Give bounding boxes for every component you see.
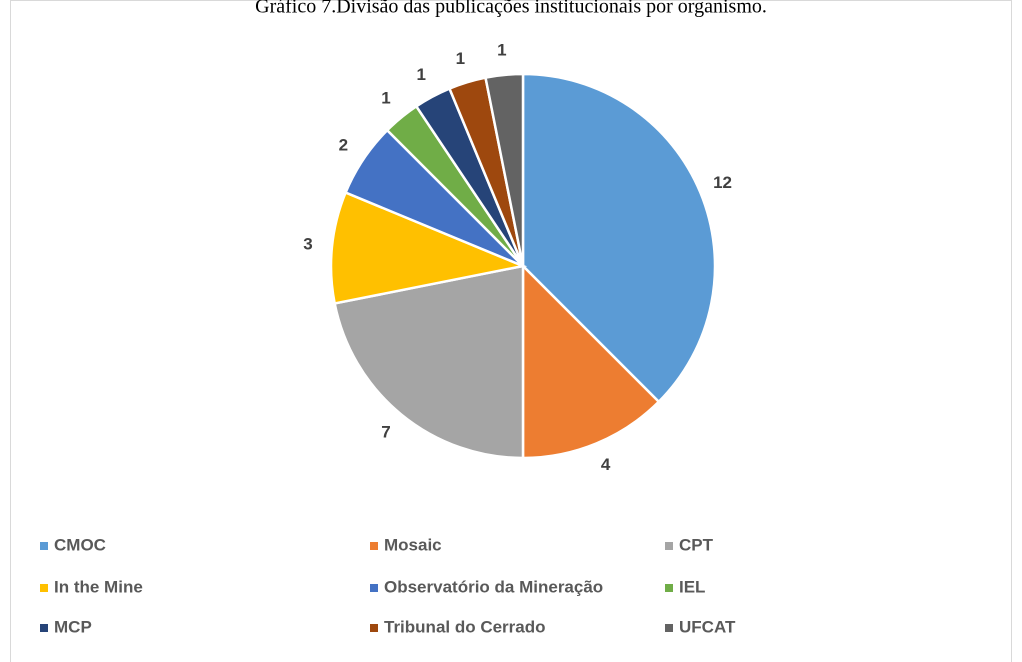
legend-swatch xyxy=(370,624,378,632)
pie-slice xyxy=(333,264,525,460)
legend-swatch xyxy=(40,624,48,632)
chart-title: Gráfico 7.Divisão das publicações instit… xyxy=(255,0,767,18)
data-label: 4 xyxy=(601,455,611,474)
legend-label: In the Mine xyxy=(54,577,143,596)
legend-swatch xyxy=(370,542,378,550)
legend-swatch xyxy=(665,584,673,592)
data-label: 3 xyxy=(303,234,312,253)
data-label: 2 xyxy=(339,135,348,154)
legend-label: Tribunal do Cerrado xyxy=(384,617,546,636)
legend-swatch xyxy=(40,584,48,592)
data-label: 1 xyxy=(497,41,506,60)
legend-label: Mosaic xyxy=(384,535,442,554)
legend-label: CMOC xyxy=(54,535,106,554)
data-label: 12 xyxy=(713,173,732,192)
legend-label: MCP xyxy=(54,617,92,636)
data-label: 1 xyxy=(456,49,465,68)
legend-label: IEL xyxy=(679,577,705,596)
data-label: 7 xyxy=(381,422,390,441)
data-label: 1 xyxy=(381,89,390,108)
legend-swatch xyxy=(370,584,378,592)
legend-label: UFCAT xyxy=(679,617,736,636)
pie-slice xyxy=(521,262,661,460)
legend-label: Observatório da Mineração xyxy=(384,577,603,596)
pie-slice xyxy=(521,72,717,404)
pie-slice xyxy=(329,190,528,305)
legend-label: CPT xyxy=(679,535,714,554)
legend-swatch xyxy=(665,542,673,550)
legend-swatch xyxy=(665,624,673,632)
pie-slice xyxy=(484,72,525,267)
data-label: 1 xyxy=(416,65,425,84)
legend-swatch xyxy=(40,542,48,550)
